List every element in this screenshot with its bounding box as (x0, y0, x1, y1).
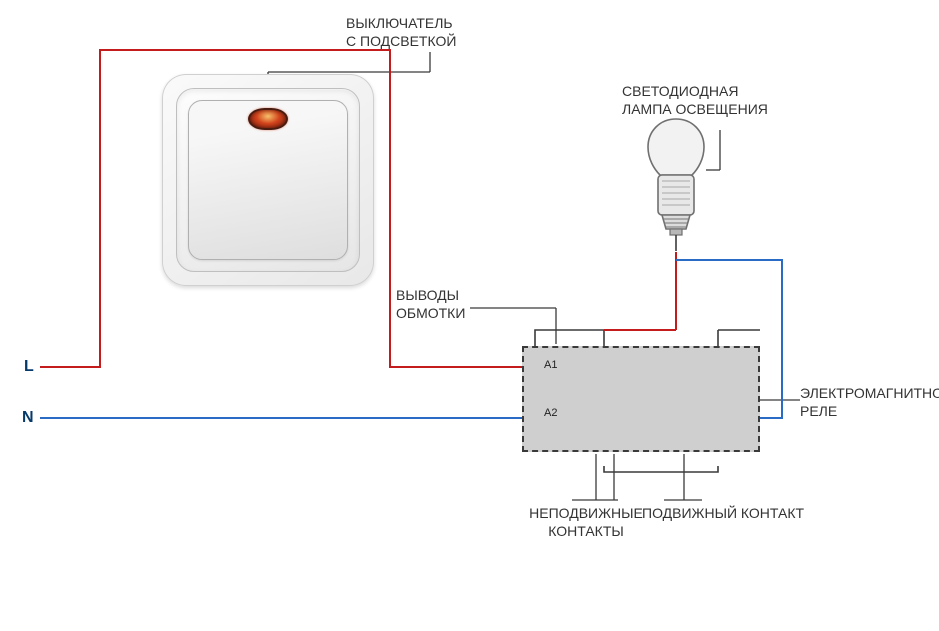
relay-box (522, 346, 760, 452)
terminal-n: N (22, 409, 34, 427)
label-relay: ЭЛЕКТРОМАГНИТНОЕ РЕЛЕ (800, 384, 939, 420)
label-switch: ВЫКЛЮЧАТЕЛЬ С ПОДСВЕТКОЙ (346, 14, 566, 50)
terminal-a1: A1 (544, 358, 557, 372)
terminal-a2: A2 (544, 406, 557, 420)
label-lamp: СВЕТОДИОДНАЯ ЛАМПА ОСВЕЩЕНИЯ (622, 82, 842, 118)
led-lamp (640, 117, 712, 253)
switch-indicator-led (248, 108, 288, 130)
terminal-l: L (24, 358, 34, 376)
label-coil-terminals: ВЫВОДЫ ОБМОТКИ (396, 286, 516, 322)
label-moving-contact: ПОДВИЖНЫЙ КОНТАКТ (642, 504, 842, 522)
